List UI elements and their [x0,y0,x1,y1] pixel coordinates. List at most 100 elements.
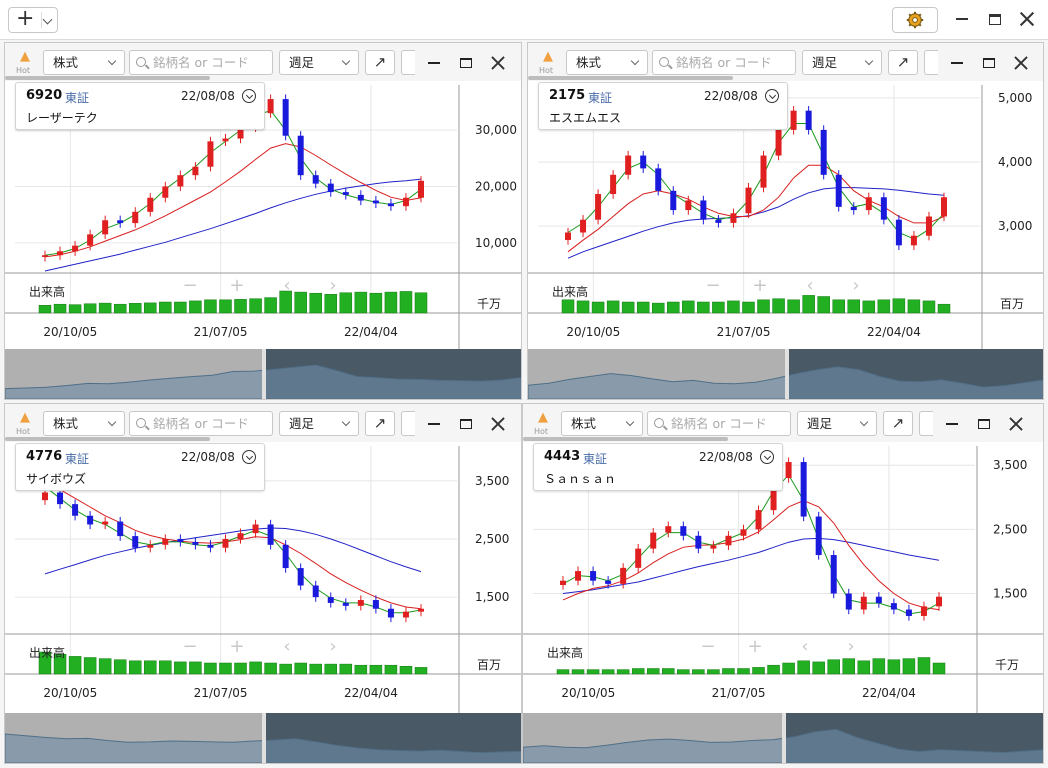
zoom-out-icon[interactable]: − [182,636,197,657]
more-options-button[interactable] [919,411,933,436]
scroll-left-icon[interactable]: ‹ [801,636,808,657]
volume-bar [204,299,217,314]
open-external-button[interactable]: ↗ [888,50,918,75]
arrow-up-right-icon: ↗ [373,53,387,71]
scroll-left-icon[interactable]: ‹ [283,275,290,296]
navigator-handle[interactable] [262,713,266,763]
symbol-search-input[interactable]: 銘柄名 or コード [647,411,791,436]
panel-minimize-button[interactable] [941,413,963,435]
candle-body [162,539,169,545]
overview-navigator[interactable] [5,349,522,399]
open-external-button[interactable]: ↗ [365,50,395,75]
period-select[interactable]: 週足 [802,50,882,75]
volume-unit: 百万 [1000,297,1025,311]
period-select[interactable]: 週足 [279,411,359,436]
category-select[interactable]: 株式 [43,50,125,75]
scroll-left-icon[interactable]: ‹ [283,636,290,657]
candle-body [580,219,587,233]
candle-body [57,251,64,256]
chevron-down-icon[interactable] [42,14,53,25]
open-external-button[interactable]: ↗ [883,411,913,436]
y-tick-label: 10,000 [475,236,517,250]
settings-button[interactable] [892,7,938,33]
candle-body [920,606,927,616]
zoom-in-icon[interactable]: + [752,275,767,296]
zoom-out-icon[interactable]: − [705,275,720,296]
overview-navigator[interactable] [5,713,522,763]
panel-maximize-button[interactable] [978,52,1000,74]
overview-navigator[interactable] [523,713,1044,763]
zoom-in-icon[interactable]: + [229,636,244,657]
hot-button[interactable]: ▲ Hot [533,410,557,438]
candle-body [418,608,424,612]
toolbar-scrollbar[interactable] [528,76,733,80]
candle-body [560,580,566,586]
expand-info-button[interactable] [242,450,256,464]
zoom-out-icon[interactable]: − [700,636,715,657]
hot-button[interactable]: ▲ Hot [538,49,562,77]
hot-button[interactable]: ▲ Hot [15,49,39,77]
navigator-handle[interactable] [262,349,266,399]
toolbar-scrollbar[interactable] [5,76,210,80]
more-options-button[interactable] [401,50,415,75]
zoom-out-icon[interactable]: − [182,275,197,296]
candle-body [941,197,947,217]
candle-body [222,138,229,142]
price-chart[interactable]: − + ‹ › 3,500 2,500 1,500 20/10/05 21/07/05 22/04… [5,404,522,715]
scroll-right-icon[interactable]: › [847,636,854,657]
symbol-search-input[interactable]: 銘柄名 or コード [129,50,273,75]
x-tick-label: 22/04/04 [867,325,921,339]
symbol-search-input[interactable]: 銘柄名 or コード [652,50,796,75]
panel-maximize-button[interactable] [455,52,477,74]
category-select[interactable]: 株式 [43,411,125,436]
zoom-in-icon[interactable]: + [747,636,762,657]
navigator-handle[interactable] [785,349,789,399]
candle-body [207,141,214,167]
candle-body [880,197,887,220]
scroll-right-icon[interactable]: › [329,636,336,657]
expand-info-button[interactable] [760,450,774,464]
expand-info-button[interactable] [765,89,779,103]
scroll-right-icon[interactable]: › [852,275,859,296]
candle-body [87,234,94,246]
add-chart-button[interactable]: + [8,7,58,33]
overview-navigator[interactable] [528,349,1044,399]
toolbar-scrollbar[interactable] [523,437,728,441]
price-chart[interactable]: − + ‹ › 5,000 4,000 3,000 20/10/05 21/07/05 22/04… [528,43,1044,351]
price-chart[interactable]: − + ‹ › 30,000 20,000 10,000 20/10/05 21/07/05 22… [5,43,522,351]
period-select[interactable]: 週足 [797,411,877,436]
candle-body [282,99,289,136]
volume-bar [234,299,247,314]
more-options-button[interactable] [924,50,938,75]
category-select[interactable]: 株式 [566,50,648,75]
volume-bar [294,291,307,314]
minimize-button[interactable] [950,8,974,30]
panel-minimize-button[interactable] [946,52,968,74]
panel-minimize-button[interactable] [423,413,445,435]
candle-body [850,206,857,211]
scroll-right-icon[interactable]: › [329,275,336,296]
panel-maximize-button[interactable] [455,413,477,435]
price-chart[interactable]: − + ‹ › 3,500 2,500 1,500 20/10/05 21/07/05 22/04… [523,404,1044,715]
symbol-search-input[interactable]: 銘柄名 or コード [129,411,273,436]
candle-body [790,110,797,130]
open-external-button[interactable]: ↗ [365,411,395,436]
hot-button[interactable]: ▲ Hot [15,410,39,438]
expand-info-button[interactable] [242,89,256,103]
candle-body [327,183,334,193]
search-placeholder: 銘柄名 or コード [153,416,249,431]
volume-bar [937,303,951,314]
navigator-handle[interactable] [782,713,786,763]
panel-maximize-button[interactable] [973,413,995,435]
category-select[interactable]: 株式 [561,411,643,436]
more-options-button[interactable] [401,411,415,436]
zoom-in-icon[interactable]: + [229,275,244,296]
period-select[interactable]: 週足 [279,50,359,75]
panel-minimize-button[interactable] [423,52,445,74]
maximize-button[interactable] [983,8,1007,30]
volume-bar [887,659,901,675]
toolbar-scrollbar[interactable] [5,437,210,441]
close-button[interactable] [1015,8,1039,30]
scroll-left-icon[interactable]: ‹ [806,275,813,296]
volume-bar [414,667,428,675]
